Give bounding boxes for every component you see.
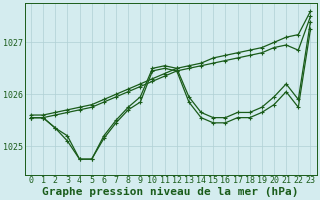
X-axis label: Graphe pression niveau de la mer (hPa): Graphe pression niveau de la mer (hPa) xyxy=(43,186,299,197)
